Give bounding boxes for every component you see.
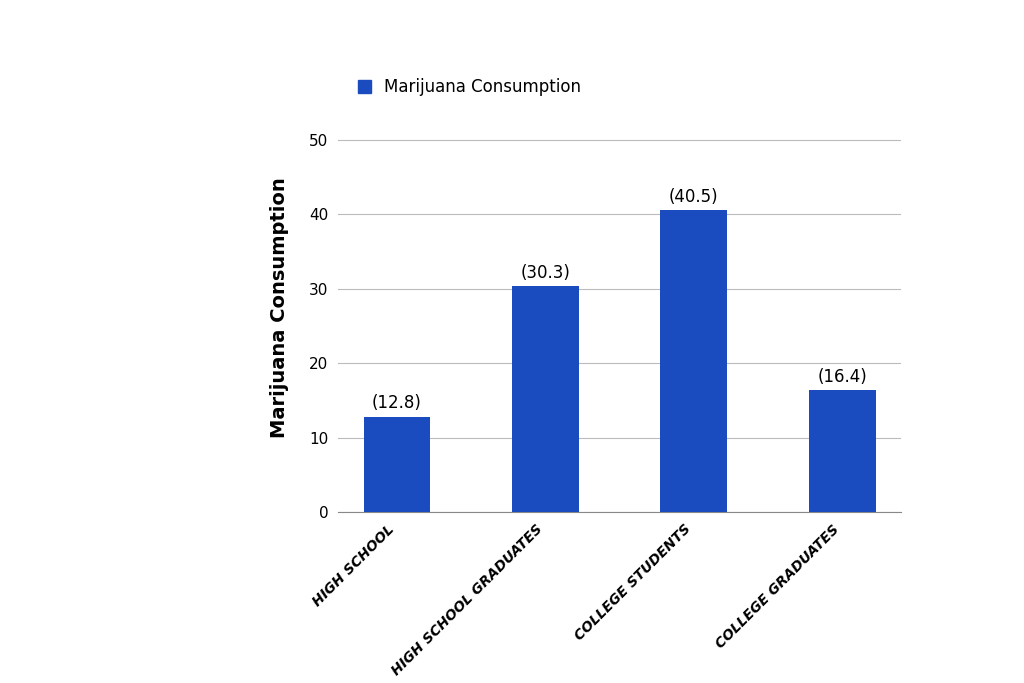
Bar bbox=[809, 390, 876, 512]
Text: (16.4): (16.4) bbox=[817, 367, 867, 386]
Y-axis label: Marijuana Consumption: Marijuana Consumption bbox=[270, 177, 290, 438]
Bar bbox=[364, 417, 430, 512]
Bar bbox=[660, 210, 727, 512]
Legend: Marijuana Consumption: Marijuana Consumption bbox=[357, 78, 582, 96]
Text: (40.5): (40.5) bbox=[669, 188, 719, 206]
Text: (12.8): (12.8) bbox=[372, 394, 422, 413]
Bar bbox=[512, 286, 579, 512]
Text: (30.3): (30.3) bbox=[520, 264, 570, 282]
